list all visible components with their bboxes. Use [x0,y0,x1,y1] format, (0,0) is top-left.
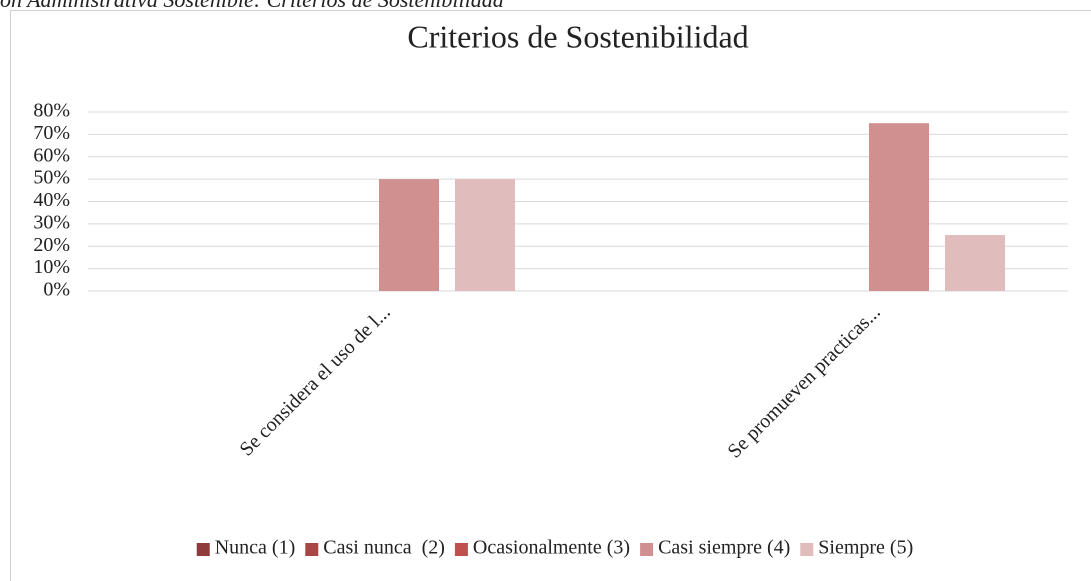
y-tick-label: 50% [33,167,70,189]
legend-label: Casi siempre (4) [658,537,790,559]
y-tick-label: 70% [33,122,70,144]
y-tick-label: 0% [43,279,70,301]
bar [379,179,439,291]
y-tick-label: 40% [33,189,70,211]
y-tick-label: 30% [33,211,70,233]
legend-swatch [800,543,814,556]
legend-label: Casi nunca (2) [323,537,445,559]
chart-title: Criterios de Sostenibilidad [407,18,748,54]
y-tick-label: 20% [33,234,70,256]
legend-swatch [454,543,468,556]
legend-label: Siempre (5) [818,537,913,559]
y-tick-label: 80% [33,100,70,122]
legend-label: Ocasionalmente (3) [473,537,630,559]
caption: ón Administrativa Sostenible: Criterios … [0,0,505,12]
y-tick-label: 10% [33,256,70,278]
legend-swatch [640,543,654,556]
chart-frame [10,10,1091,581]
legend-label: Nunca (1) [215,537,296,559]
bar [945,235,1005,291]
legend-swatch [305,543,319,556]
bar [869,123,929,291]
y-tick-label: 60% [33,144,70,166]
bar [455,179,515,291]
legend-swatch [196,543,210,556]
